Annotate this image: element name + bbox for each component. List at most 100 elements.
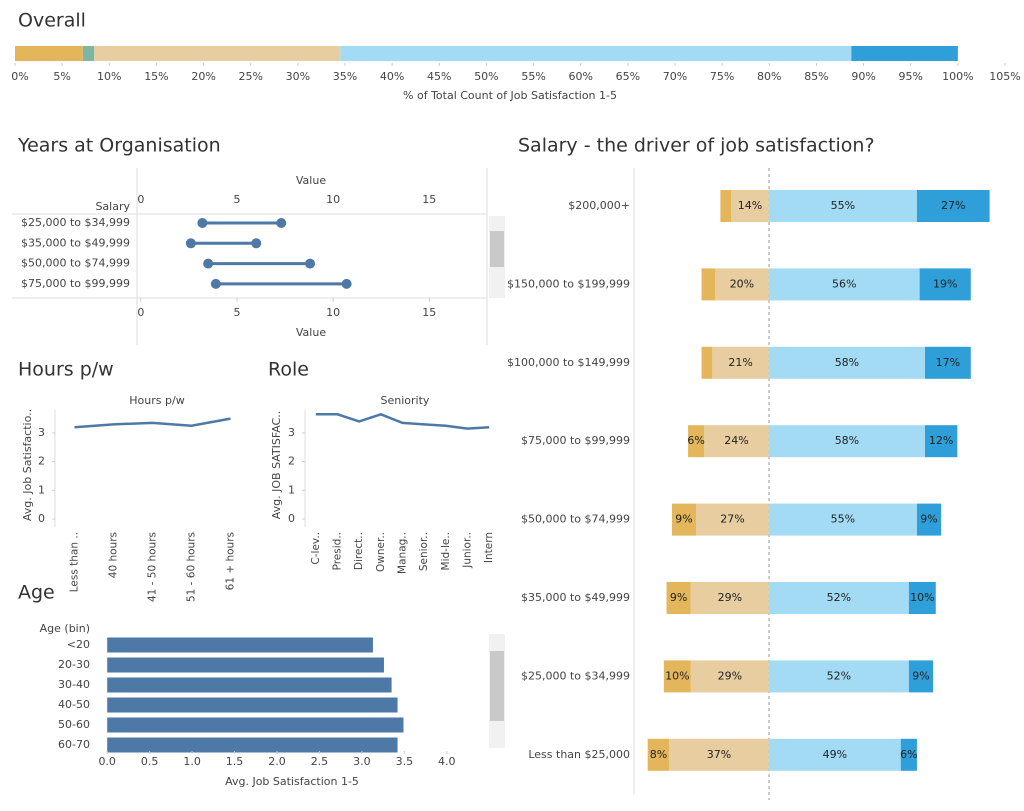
x-tick-label: 10% [97, 70, 121, 83]
data-label: 19% [933, 277, 957, 290]
data-label: 27% [720, 513, 744, 526]
bar-segment [701, 268, 715, 301]
bar-segment [712, 346, 769, 379]
bar [107, 657, 384, 673]
x-tick-label: 45% [427, 70, 451, 83]
bar-segment [925, 425, 958, 458]
bar-segment [731, 190, 769, 222]
x-tick-label: Intern [483, 532, 495, 563]
bar-segment [919, 268, 971, 301]
bar [107, 737, 398, 753]
x-axis-label: % of Total Count of Job Satisfaction 1-5 [403, 89, 617, 102]
bar-segment [851, 46, 958, 61]
category-label: $35,000 to $49,999 [521, 591, 630, 604]
x-tick-label: 0.5 [141, 755, 159, 768]
x-tick-label: 50% [474, 70, 498, 83]
dot [369, 299, 379, 309]
dot [305, 258, 316, 269]
bar-segment [768, 503, 917, 536]
category-label: 60-70 [58, 738, 90, 751]
category-label: Less than $25,000 [528, 748, 630, 761]
x-tick-label: 5 [234, 193, 241, 206]
x-tick-label: 15 [422, 193, 436, 206]
bar-segment [701, 346, 713, 379]
x-tick-label: 40 hours [108, 532, 120, 578]
data-label: 58% [835, 434, 859, 447]
category-header: Salary [95, 200, 130, 213]
data-label: 56% [832, 277, 856, 290]
data-label: 6% [900, 748, 917, 761]
chart-title: Overall [18, 10, 86, 32]
chart-title: Role [268, 359, 309, 381]
x-tick-label: 65% [616, 70, 640, 83]
x-tick-label: 61 + hours [225, 532, 237, 590]
category-label: $50,000 to $74,999 [521, 513, 630, 526]
bar-segment [768, 346, 925, 379]
category-label: $75,000 to $99,999 [521, 434, 630, 447]
x-tick-label: 70% [663, 70, 687, 83]
x-tick-label: Junior.. [462, 532, 474, 569]
data-label: 9% [920, 513, 937, 526]
x-axis-label: Value [296, 326, 326, 339]
x-tick-label: Less than .. [69, 532, 81, 592]
y-tick-label: 0 [288, 512, 295, 525]
chart-subtitle: Hours p/w [129, 394, 184, 407]
dot [341, 278, 352, 289]
category-label: $200,000+ [568, 199, 630, 212]
x-tick-label: 0% [11, 70, 28, 83]
line [315, 412, 490, 430]
bar-segment [340, 46, 852, 61]
dot [251, 238, 262, 249]
bar-segment [916, 503, 942, 536]
x-tick-label: 105% [989, 70, 1020, 83]
bar-segment [768, 425, 925, 458]
category-label: $35,000 to $49,999 [21, 236, 130, 249]
data-label: 21% [728, 356, 752, 369]
data-label: 24% [724, 434, 748, 447]
category-header: Age (bin) [40, 622, 90, 635]
category-label: 20-30 [58, 658, 90, 671]
y-tick-label: 3 [38, 426, 45, 439]
data-label: 27% [941, 199, 965, 212]
data-label: 55% [831, 199, 855, 212]
bar-segment [908, 660, 934, 693]
y-axis-label: Avg. JOB SATISFAC.. [270, 411, 283, 519]
y-tick-label: 1 [38, 483, 45, 496]
bar-segment [15, 46, 83, 61]
data-label: 12% [929, 434, 953, 447]
bar-segment [900, 738, 917, 771]
bar-segment [690, 660, 769, 693]
bar-segment [666, 582, 691, 614]
category-label: $100,000 to $149,999 [507, 356, 630, 369]
data-label: 58% [835, 356, 859, 369]
x-tick-label: Manag.. [397, 532, 409, 574]
data-label: 10% [910, 591, 934, 604]
x-tick-label: 55% [521, 70, 545, 83]
x-tick-label: 1.5 [226, 755, 244, 768]
data-label: 10% [665, 669, 689, 682]
data-label: 8% [650, 748, 667, 761]
bar [107, 637, 373, 653]
category-label: 40-50 [58, 698, 90, 711]
y-tick-label: 2 [38, 455, 45, 468]
bar [107, 697, 398, 713]
bar-segment [916, 190, 990, 222]
category-label: $25,000 to $34,999 [521, 669, 630, 682]
x-tick-label: Mid-le.. [440, 532, 452, 570]
category-label: $50,000 to $74,999 [21, 257, 130, 270]
category-label: $150,000 to $199,999 [507, 277, 630, 290]
scrollbar-thumb[interactable] [490, 231, 504, 267]
data-label: 20% [730, 277, 754, 290]
x-tick-label: 2.0 [268, 755, 286, 768]
scrollbar-thumb[interactable] [490, 651, 504, 721]
data-label: 55% [831, 513, 855, 526]
data-label: 29% [718, 669, 742, 682]
x-tick-label: Owner.. [375, 532, 387, 572]
chart-subtitle: Seniority [381, 394, 430, 407]
x-tick-label: 10 [326, 306, 340, 319]
data-label: 52% [827, 669, 851, 682]
x-tick-label: 30% [286, 70, 310, 83]
x-tick-label: 0 [137, 193, 144, 206]
category-label: $25,000 to $34,999 [21, 216, 130, 229]
y-tick-label: 2 [288, 455, 295, 468]
